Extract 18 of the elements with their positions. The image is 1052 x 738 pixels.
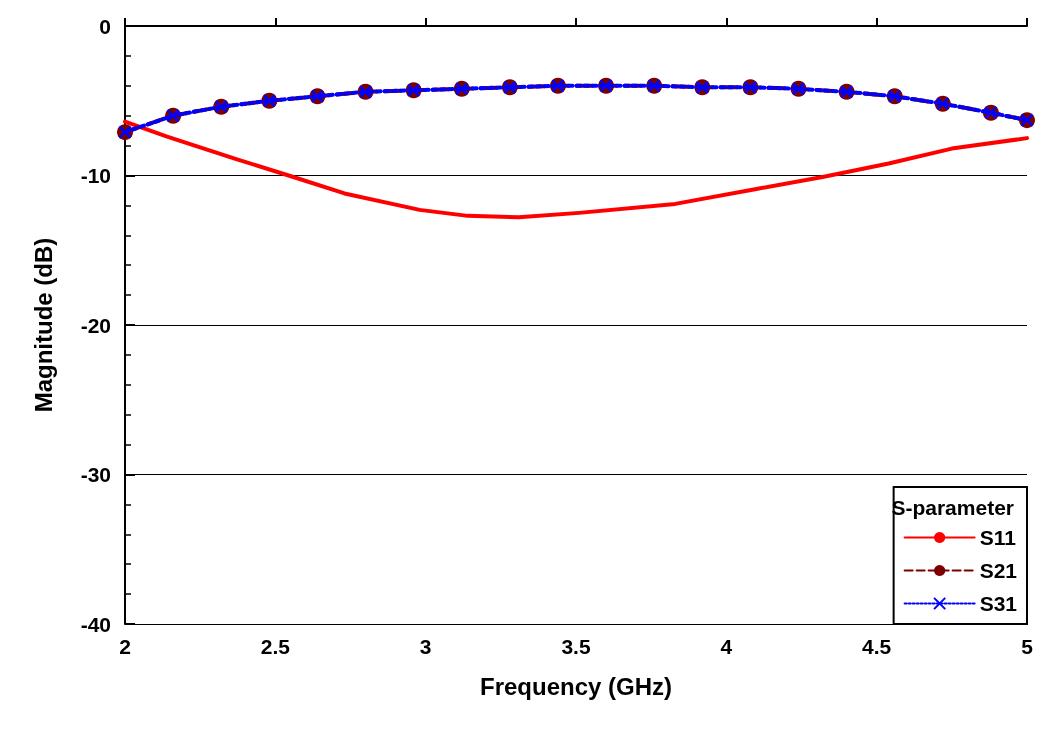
x-tick-label: 5 — [1021, 635, 1034, 658]
x-tick-label: 3 — [419, 635, 432, 658]
x-tick-label: 2 — [119, 635, 131, 658]
legend-label: S31 — [979, 592, 1018, 615]
y-tick-label: -40 — [80, 612, 111, 636]
x-tick-label: 4.5 — [862, 635, 892, 658]
x-tick-label: 3.5 — [561, 635, 591, 658]
line-series — [123, 119, 1029, 220]
y-tick-label: 0 — [99, 14, 111, 38]
x-tick-label: 4 — [720, 635, 733, 658]
y-axis-title: Magnitude (dB) — [29, 237, 57, 413]
legend-label: S21 — [979, 559, 1018, 582]
x-axis-title: Frequency (GHz) — [479, 672, 673, 700]
y-tick-label: -30 — [80, 463, 111, 486]
y-tick-label: -10 — [80, 164, 111, 187]
y-tick-label: -20 — [80, 313, 111, 337]
x-tick-label: 2.5 — [260, 635, 291, 658]
legend-label: S11 — [979, 526, 1017, 549]
